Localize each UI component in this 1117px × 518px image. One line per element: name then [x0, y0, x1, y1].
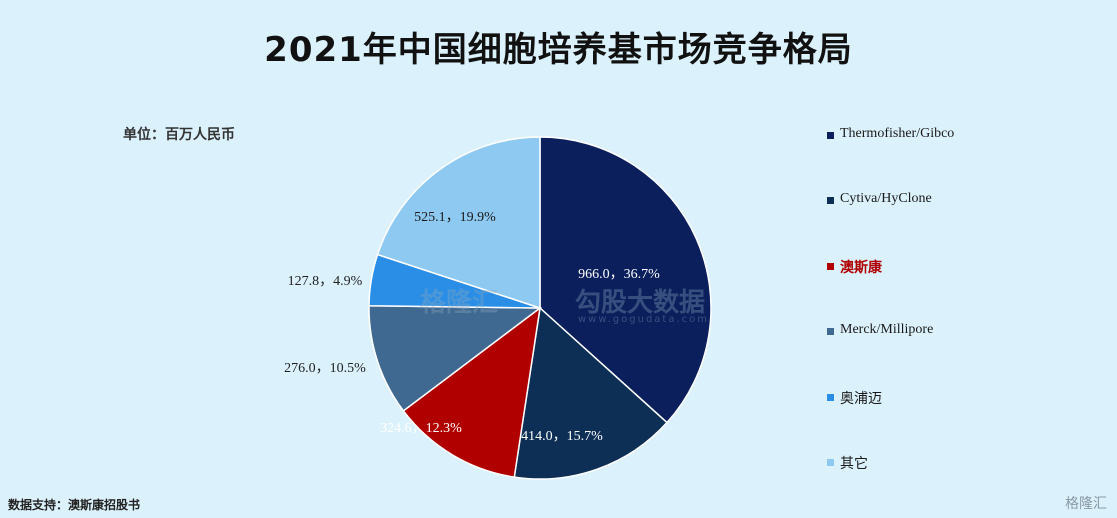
- chart-title: 2021年中国细胞培养基市场竞争格局: [264, 30, 853, 70]
- legend-label: 其它: [840, 456, 868, 472]
- slice-data-label: 276.0，10.5%: [284, 361, 366, 376]
- legend-swatch: [827, 328, 834, 336]
- legend-label: Merck/Millipore: [840, 322, 934, 338]
- legend-item: 其它: [827, 453, 954, 518]
- source-note: 数据支持：澳斯康招股书: [8, 498, 141, 512]
- legend-swatch: [827, 262, 834, 270]
- unit-label: 单位：百万人民币: [123, 127, 235, 143]
- legend-item: 奥浦迈: [827, 388, 954, 453]
- legend-swatch: [827, 197, 834, 205]
- slice-data-label: 324.6，12.3%: [380, 421, 462, 436]
- legend-item: Merck/Millipore: [827, 322, 954, 387]
- slice-data-label: 966.0，36.7%: [578, 267, 660, 282]
- legend-swatch: [827, 458, 834, 466]
- pie-slice: [376, 136, 541, 310]
- brand-logo: 格隆汇: [1065, 496, 1107, 512]
- pie-slice: [402, 306, 542, 478]
- legend-item: Cytiva/HyClone: [827, 191, 954, 256]
- watermark-partner: 勾股大数据: [575, 288, 706, 318]
- legend-label: 澳斯康: [840, 260, 882, 276]
- pie-slice: [513, 306, 669, 480]
- legend-item: Thermofisher/Gibco: [827, 126, 954, 191]
- legend-swatch: [827, 132, 834, 139]
- legend-label: Cytiva/HyClone: [840, 191, 932, 207]
- legend-label: 奥浦迈: [840, 391, 882, 407]
- slice-data-label: 414.0，15.7%: [521, 429, 603, 444]
- legend-label: Thermofisher/Gibco: [840, 126, 955, 141]
- legend-item: 澳斯康: [827, 257, 954, 322]
- legend: Thermofisher/Gibco Cytiva/HyClone 澳斯康 Merck…: [827, 126, 954, 518]
- watermark-url: www.gogudata.com: [578, 314, 710, 325]
- slice-data-label: 525.1，19.9%: [414, 210, 496, 225]
- watermark-brand: 格隆汇: [420, 288, 499, 318]
- legend-swatch: [827, 393, 834, 401]
- pie-slice: [539, 136, 712, 424]
- slice-data-label: 127.8，4.9%: [288, 274, 363, 289]
- pie-slice: [368, 305, 543, 412]
